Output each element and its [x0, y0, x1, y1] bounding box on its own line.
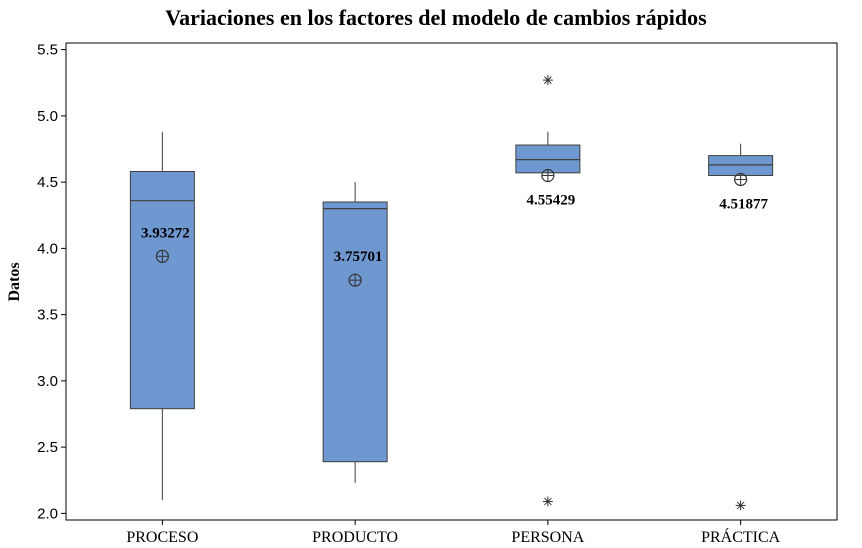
boxes-layer: 3.93272 3.75701 4.55429 4.51877 [129, 75, 774, 511]
box-2-iqr-box [322, 201, 388, 463]
box-3-iqr-box [515, 144, 581, 174]
box-4-outlier-1-stroke-4 [736, 501, 745, 510]
box-3-outlier-1 [542, 75, 553, 86]
box-4-outlier-1 [735, 500, 746, 511]
box-1-iqr-box [129, 171, 195, 410]
box-3-group: 4.55429 [515, 75, 581, 507]
x-tick-label-1: PROCESO [126, 529, 198, 546]
y-tick-label-3.5: 3.5 [37, 307, 58, 324]
axes-layer: 2.0 2.5 3.0 3.5 4.0 4.5 5.0 5.5 PROCESO PRODUCTO P… [37, 42, 780, 546]
box-3-outlier-2 [542, 496, 553, 507]
box-4-mean-label: 4.51877 [719, 196, 768, 212]
box-2-group: 3.75701 [322, 182, 388, 483]
box-3-outlier-2-stroke-4 [544, 497, 552, 506]
box-1-group: 3.93272 [129, 131, 195, 501]
y-tick-label-4.0: 4.0 [37, 240, 58, 257]
box-3-outlier-1-stroke-4 [544, 76, 552, 84]
y-axis-label: Datos [6, 262, 23, 301]
box-4-iqr-box [708, 155, 774, 176]
y-tick-label-2.0: 2.0 [37, 505, 58, 522]
x-tick-label-3: PERSONA [511, 529, 584, 546]
box-4-group: 4.51877 [708, 143, 774, 511]
y-tick-label-5.0: 5.0 [37, 108, 58, 125]
box-2-mean-label: 3.75701 [334, 249, 383, 265]
chart-title: Variaciones en los factores del modelo d… [165, 5, 707, 30]
x-tick-label-2: PRODUCTO [312, 529, 398, 546]
box-1-mean-label: 3.93272 [141, 225, 190, 241]
x-tick-label-4: PRÁCTICA [701, 527, 781, 546]
box-3-mean-label: 4.55429 [527, 193, 576, 209]
y-tick-label-5.5: 5.5 [37, 42, 58, 59]
plot-area-frame [65, 42, 838, 521]
y-tick-label-3.0: 3.0 [37, 373, 58, 390]
y-tick-label-2.5: 2.5 [37, 439, 58, 456]
y-tick-label-4.5: 4.5 [37, 174, 58, 191]
